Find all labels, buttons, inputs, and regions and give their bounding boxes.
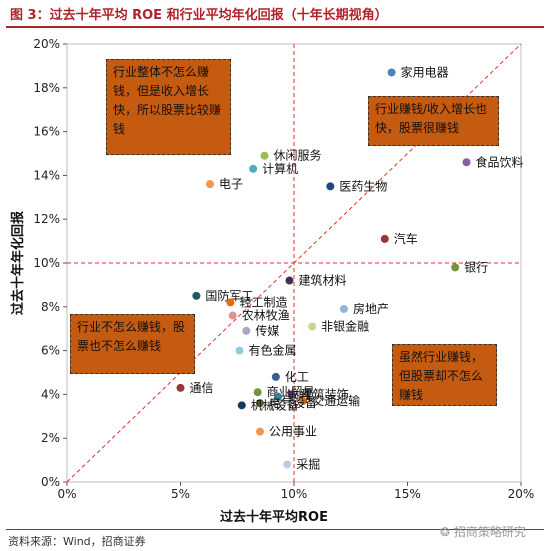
figure-title: 图 3：过去十年平均 ROE 和行业平均年化回报（十年长期视角） (10, 8, 388, 23)
data-point (308, 322, 317, 331)
source-note: 资料来源：Wind，招商证券 (8, 535, 146, 548)
data-point (380, 234, 389, 243)
watermark-text: 招商策略研究 (453, 525, 526, 539)
data-point (260, 151, 269, 160)
x-tick-label: 0% (57, 487, 76, 501)
data-point (253, 388, 262, 397)
y-tick-label: 18% (33, 81, 60, 95)
data-label: 国防军工 (205, 288, 253, 303)
data-point (235, 346, 244, 355)
y-tick-label: 14% (33, 168, 60, 182)
data-label: 化工 (285, 370, 309, 384)
annotation-bottom-left: 行业不怎么赚钱，股票也不怎么赚钱 (70, 314, 195, 374)
data-label: 非银金融 (321, 319, 369, 334)
data-label: 有色金属 (249, 343, 297, 358)
y-tick-label: 20% (33, 37, 60, 51)
data-label: 农林牧渔 (242, 309, 290, 323)
annotation-bottom-right: 虽然行业赚钱，但股票却不怎么赚钱 (392, 344, 497, 406)
data-point (226, 298, 235, 307)
x-axis-label: 过去十年平均ROE (220, 509, 328, 525)
data-label: 机械设备 (251, 397, 299, 412)
y-tick-label: 8% (41, 300, 60, 314)
data-label: 汽车 (394, 231, 418, 246)
x-tick-label: 20% (508, 487, 535, 501)
y-tick-label: 0% (41, 475, 60, 489)
title-rule (6, 26, 544, 28)
data-label: 医药生物 (339, 179, 387, 193)
y-tick-label: 12% (33, 212, 60, 226)
data-point (283, 460, 292, 469)
data-point (242, 326, 251, 335)
data-point (462, 158, 471, 167)
y-tick-label: 6% (41, 344, 60, 358)
annotation-top-left: 行业整体不怎么赚钱，但是收入增长快，所以股票比较赚钱 (106, 59, 231, 155)
data-point (326, 182, 335, 191)
data-label: 家用电器 (401, 64, 449, 79)
data-point (387, 68, 396, 77)
watermark: ❂ 招商策略研究 (440, 523, 526, 540)
data-label: 传媒 (255, 323, 279, 338)
data-point (176, 383, 185, 392)
data-point (287, 390, 296, 399)
data-label: 休闲服务 (273, 148, 321, 163)
annotation-top-right: 行业赚钱/收入增长也快，股票很赚钱 (368, 96, 499, 146)
x-tick-label: 10% (281, 487, 308, 501)
data-label: 计算机 (262, 161, 298, 176)
y-tick-label: 10% (33, 256, 60, 270)
data-point (451, 263, 460, 272)
data-label: 交通运输 (312, 393, 360, 408)
x-tick-label: 5% (171, 487, 190, 501)
data-point (274, 392, 283, 401)
data-label: 轻工制造 (239, 295, 287, 309)
data-label: 建筑材料 (298, 273, 346, 288)
data-label: 采掘 (296, 456, 320, 471)
y-tick-label: 4% (41, 387, 60, 401)
data-label: 房地产 (353, 301, 389, 316)
data-point (237, 401, 246, 410)
data-label: 电气设备 (269, 395, 317, 410)
wechat-icon: ❂ (440, 525, 451, 539)
data-point (255, 399, 264, 408)
data-point (339, 304, 348, 313)
data-point (228, 311, 237, 320)
y-tick-label: 2% (41, 431, 60, 445)
data-point (285, 276, 294, 285)
data-label: 食品饮料 (476, 154, 524, 169)
data-point (249, 164, 258, 173)
data-point (192, 291, 201, 300)
data-point (255, 427, 264, 436)
data-point (271, 372, 280, 381)
data-label: 银行 (464, 260, 488, 274)
data-label: 电子 (219, 177, 243, 191)
y-tick-label: 16% (33, 125, 60, 139)
data-point (206, 180, 215, 189)
data-point (299, 396, 308, 405)
y-axis-label: 过去十年年化回报 (10, 210, 26, 315)
data-label: 通信 (190, 381, 214, 395)
x-tick-label: 15% (394, 487, 421, 501)
data-label: 建筑装饰 (301, 386, 349, 401)
source-rule (6, 529, 544, 530)
data-label: 公用事业 (269, 425, 317, 439)
